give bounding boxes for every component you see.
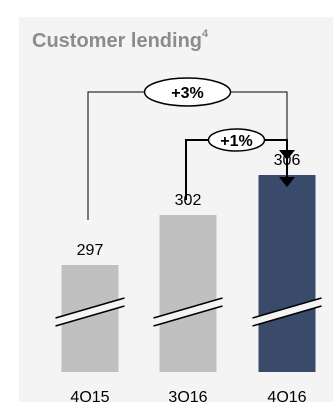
axis-break-line-lower-4Q15 — [55, 305, 125, 327]
axis-break-4Q15 — [55, 298, 125, 326]
axis-break-3Q16 — [153, 298, 223, 326]
axis-break-line-lower-4Q16 — [252, 305, 322, 327]
axis-break-line-upper-4Q16 — [252, 297, 322, 319]
axis-break-line-upper-3Q16 — [153, 297, 223, 319]
value-label-4Q15: 297 — [77, 242, 104, 259]
growth-label-4Q15: +3% — [171, 85, 203, 102]
growth-oval-3Q16 — [207, 128, 266, 152]
axis-break-4Q16 — [252, 298, 322, 326]
title-footnote-marker: 4 — [202, 28, 209, 41]
chart-title: Customer lending4 — [32, 28, 209, 53]
axis-break-line-lower-3Q16 — [153, 305, 223, 327]
chart-title-text: Customer lending — [32, 30, 203, 52]
category-label-4Q15: 4Q15 — [70, 389, 109, 402]
comparison-arrowhead-3Q16 — [279, 177, 295, 187]
category-label-3Q16: 3Q16 — [168, 389, 207, 402]
growth-label-3Q16: +1% — [220, 133, 252, 150]
bar-3Q16 — [159, 215, 217, 372]
bar-4Q16 — [258, 175, 316, 372]
axis-break-line-upper-4Q15 — [55, 297, 125, 319]
category-label-4Q16: 4Q16 — [267, 389, 306, 402]
growth-oval-4Q15 — [143, 77, 232, 107]
value-label-3Q16: 302 — [175, 192, 202, 209]
